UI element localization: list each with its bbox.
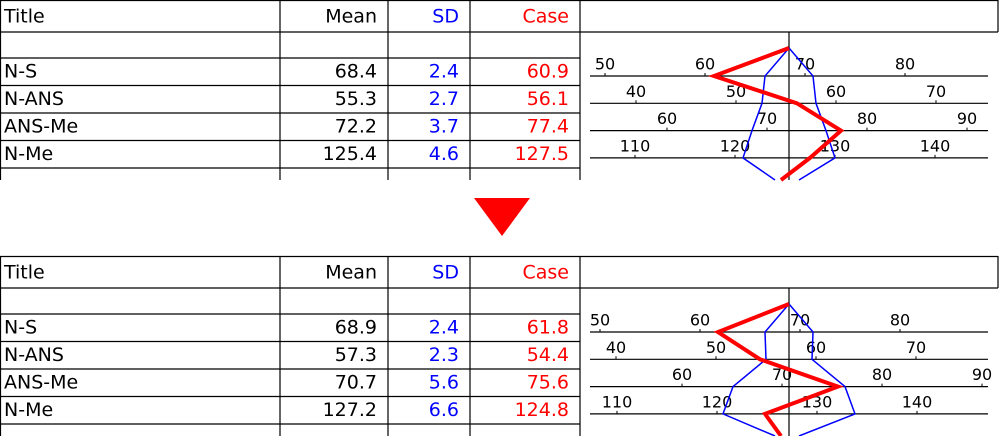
header-sd: SD [432, 6, 459, 28]
row-mean: 125.4 [323, 143, 377, 165]
scale-tick-label: 140 [902, 392, 933, 411]
row-title: N-ANS [4, 88, 64, 110]
scale-tick-label: 140 [920, 136, 951, 155]
row-mean: 55.3 [335, 88, 377, 110]
scale-tick-label: 110 [602, 392, 633, 411]
header-mean: Mean [325, 6, 377, 28]
scale-tick-label: 70 [906, 338, 926, 357]
scale-tick-label: 60 [806, 338, 826, 357]
scale-tick-label: 70 [795, 55, 815, 74]
scale-tick-label: 80 [857, 109, 877, 128]
scale-tick-label: 60 [657, 109, 677, 128]
row-sd: 5.6 [429, 372, 459, 394]
scale-tick-label: 50 [595, 55, 615, 74]
row-case: 127.5 [515, 143, 569, 165]
row-case: 75.6 [527, 372, 569, 394]
row-case: 56.1 [527, 88, 569, 110]
row-mean: 72.2 [335, 116, 377, 138]
header-sd: SD [432, 262, 459, 284]
down-arrow [474, 198, 530, 236]
header-title: Title [3, 6, 45, 28]
scale-tick-label: 120 [702, 392, 733, 411]
scale-tick-label: 40 [606, 338, 626, 357]
scale-tick-label: 60 [672, 365, 692, 384]
row-title: N-S [4, 61, 37, 83]
row-case: 60.9 [527, 61, 569, 83]
scale-tick-label: 60 [690, 311, 710, 330]
row-mean: 57.3 [335, 344, 377, 366]
row-case: 77.4 [527, 116, 569, 138]
panel: Title Mean SD Case N-S 68.4 2.4 60.9 50 60 70 80 N-A… [0, 0, 999, 182]
panel: Title Mean SD Case N-S 68.9 2.4 61.8 50 60 70 80 N-A… [0, 255, 999, 436]
case-line [713, 302, 844, 436]
row-case: 124.8 [515, 399, 569, 421]
scale-tick-label: 60 [695, 55, 715, 74]
scale-tick-label: 70 [757, 109, 777, 128]
row-title: ANS-Me [4, 116, 78, 138]
row-title: N-Me [4, 399, 53, 421]
scale-tick-label: 90 [972, 365, 992, 384]
scale-tick-label: 70 [790, 311, 810, 330]
row-sd: 2.3 [429, 344, 459, 366]
scale-tick-label: 60 [826, 82, 846, 101]
row-title: ANS-Me [4, 372, 78, 394]
row-sd: 6.6 [429, 399, 459, 421]
row-title: N-Me [4, 143, 53, 165]
row-mean: 68.4 [335, 61, 377, 83]
row-sd: 2.4 [429, 61, 459, 83]
scale-tick-label: 80 [890, 311, 910, 330]
header-case: Case [523, 6, 570, 28]
scale-tick-label: 50 [590, 311, 610, 330]
row-title: N-ANS [4, 344, 64, 366]
scale-tick-label: 70 [926, 82, 946, 101]
scale-tick-label: 90 [957, 109, 977, 128]
row-sd: 2.7 [429, 88, 459, 110]
sd-line-low [742, 47, 790, 181]
case-line [707, 46, 845, 182]
row-mean: 70.7 [335, 372, 377, 394]
scale-tick-label: 120 [720, 136, 751, 155]
header-mean: Mean [325, 262, 377, 284]
row-mean: 68.9 [335, 317, 377, 339]
header-case: Case [523, 262, 570, 284]
header-title: Title [3, 262, 45, 284]
row-case: 61.8 [527, 317, 569, 339]
row-sd: 3.7 [429, 116, 459, 138]
row-mean: 127.2 [323, 399, 377, 421]
row-sd: 4.6 [429, 143, 459, 165]
scale-tick-label: 80 [895, 55, 915, 74]
scale-tick-label: 110 [620, 136, 651, 155]
scale-tick-label: 50 [706, 338, 726, 357]
sd-line-low [722, 303, 790, 436]
scale-tick-label: 40 [626, 82, 646, 101]
row-sd: 2.4 [429, 317, 459, 339]
row-case: 54.4 [527, 344, 569, 366]
sd-line-high [788, 303, 856, 436]
row-title: N-S [4, 317, 37, 339]
scale-tick-label: 80 [872, 365, 892, 384]
